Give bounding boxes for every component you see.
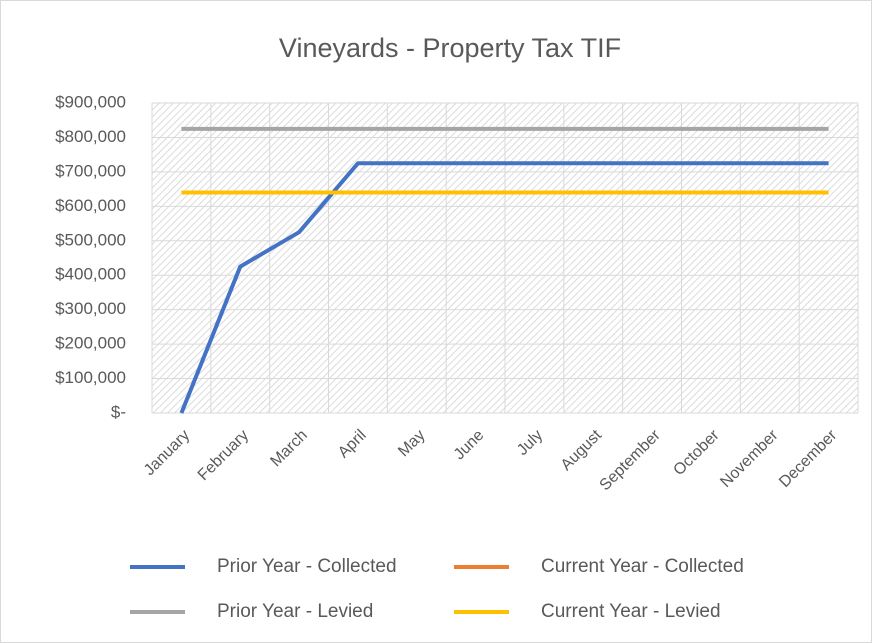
y-tick-label: $- [111,402,126,421]
y-tick-label: $900,000 [55,92,126,111]
legend-label: Prior Year - Collected [217,556,397,577]
y-tick-label: $200,000 [55,334,126,353]
y-tick-label: $600,000 [55,196,126,215]
series-line [179,161,829,414]
chart-title: Vineyards - Property Tax TIF [279,33,621,63]
y-tick-label: $400,000 [55,265,126,284]
y-tick-label: $700,000 [55,161,126,180]
legend-label: Current Year - Levied [541,601,721,622]
legend-label: Prior Year - Levied [217,601,373,622]
y-tick-label: $100,000 [55,368,126,387]
y-tick-label: $800,000 [55,127,126,146]
legend-label: Current Year - Collected [541,556,744,577]
y-tick-label: $300,000 [55,299,126,318]
y-tick-label: $500,000 [55,230,126,249]
